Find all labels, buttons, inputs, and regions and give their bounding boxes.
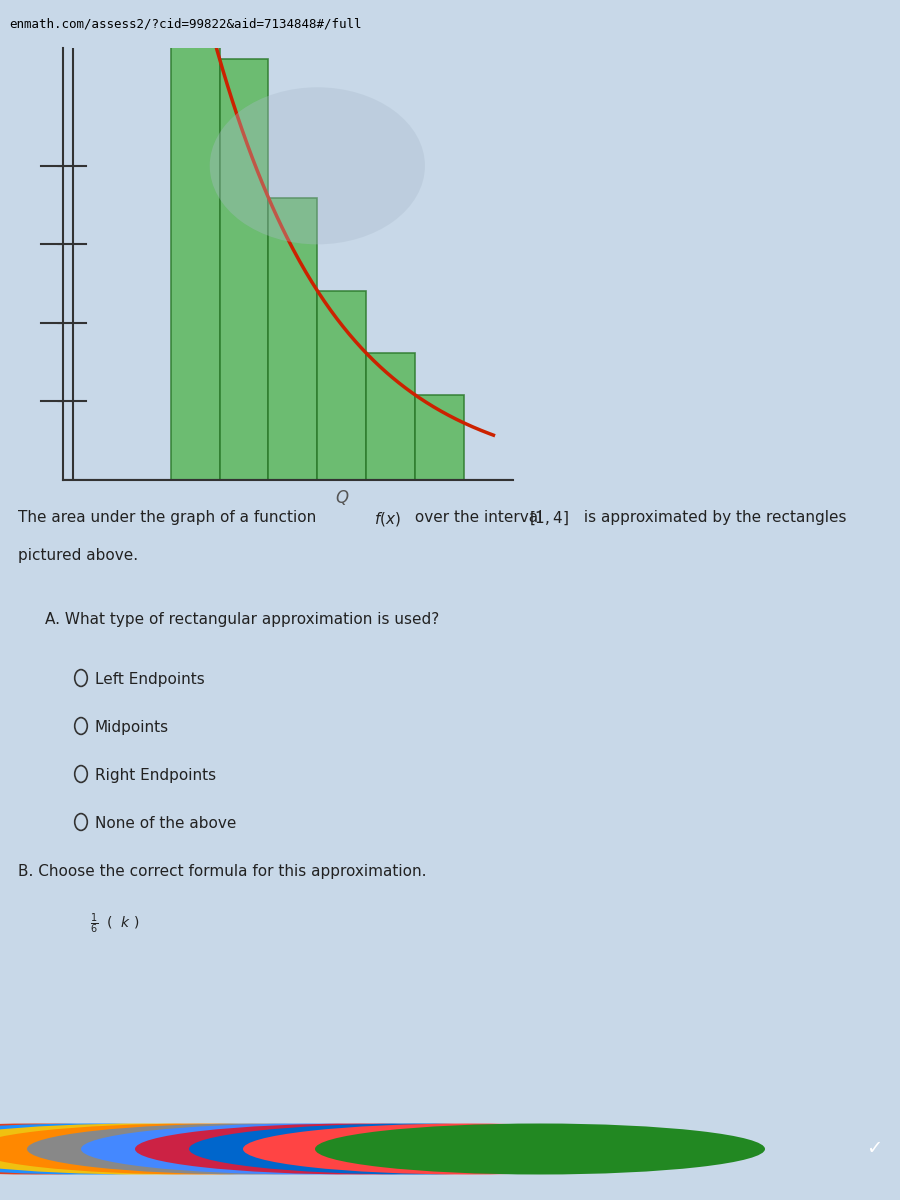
Text: $[1, 4]$: $[1, 4]$ (529, 510, 569, 528)
Text: None of the above: None of the above (94, 816, 236, 830)
Text: Q: Q (336, 490, 348, 506)
Circle shape (0, 1123, 369, 1175)
Text: pictured above.: pictured above. (18, 548, 138, 564)
Bar (318, 290, 366, 480)
Bar (366, 353, 415, 480)
Circle shape (0, 1123, 423, 1175)
Circle shape (315, 1123, 765, 1175)
Bar (220, 59, 268, 480)
Bar (415, 395, 464, 480)
Circle shape (135, 1123, 585, 1175)
Text: B. Choose the correct formula for this approximation.: B. Choose the correct formula for this a… (18, 864, 427, 878)
Circle shape (27, 1123, 477, 1175)
Text: Left Endpoints: Left Endpoints (94, 672, 204, 686)
Bar (268, 198, 318, 480)
Text: is approximated by the rectangles: is approximated by the rectangles (579, 510, 846, 526)
Text: ✓: ✓ (866, 1140, 882, 1158)
Text: $f(x)$: $f(x)$ (374, 510, 400, 528)
Text: enmath.com/assess2/?cid=99822&aid=7134848#/full: enmath.com/assess2/?cid=99822&aid=713484… (9, 18, 362, 30)
Text: $\frac{1}{6}$  $($  $k$ $)$: $\frac{1}{6}$ $($ $k$ $)$ (90, 912, 140, 936)
Text: over the interval: over the interval (410, 510, 547, 526)
Circle shape (189, 1123, 639, 1175)
Text: Midpoints: Midpoints (94, 720, 168, 734)
Circle shape (243, 1123, 693, 1175)
Circle shape (0, 1123, 315, 1175)
Text: The area under the graph of a function: The area under the graph of a function (18, 510, 321, 526)
Bar (171, 0, 220, 480)
Ellipse shape (210, 88, 425, 245)
Text: A. What type of rectangular approximation is used?: A. What type of rectangular approximatio… (45, 612, 439, 628)
Circle shape (81, 1123, 531, 1175)
Circle shape (0, 1123, 261, 1175)
Text: Right Endpoints: Right Endpoints (94, 768, 216, 782)
